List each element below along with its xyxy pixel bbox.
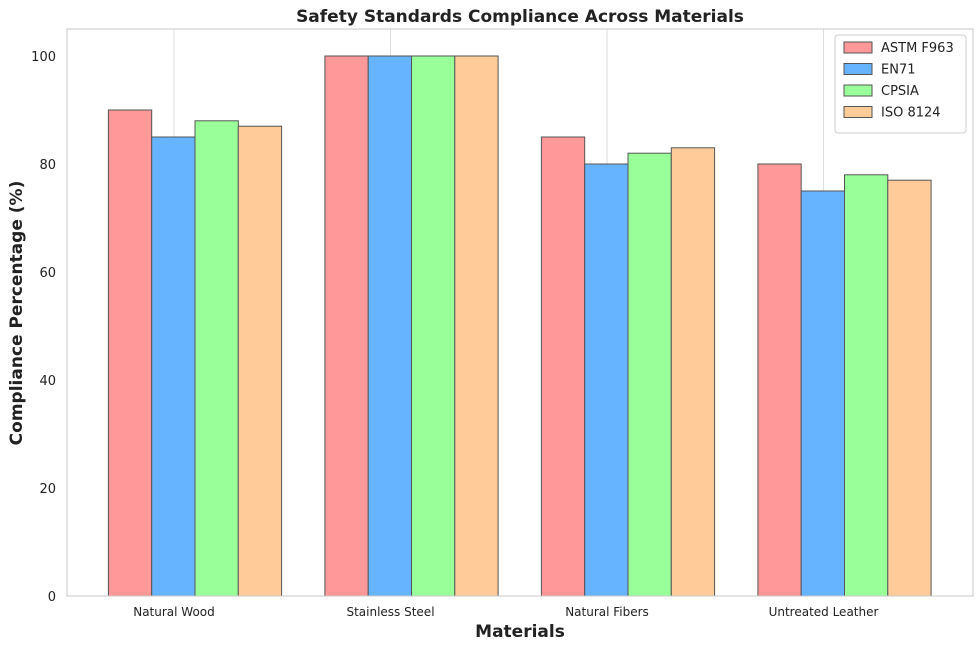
x-tick-label: Natural Wood [133,605,215,619]
legend-label: CPSIA [881,84,919,99]
x-tick-label: Untreated Leather [769,605,879,619]
legend-label: ASTM F963 [881,41,954,56]
x-axis-label: Materials [475,622,565,642]
bar [584,163,629,597]
bar [540,136,586,597]
legend: ASTM F963 EN71 CPSIA ISO 8124 [834,34,967,134]
bar [627,152,672,597]
legend-swatch [843,84,873,97]
bar [107,109,153,597]
bar [887,179,932,597]
bar [194,120,239,597]
chart-title: Safety Standards Compliance Across Mater… [296,7,744,27]
plot-area-frame [66,28,974,597]
x-tick-label: Stainless Steel [346,605,434,619]
y-axis-label: Compliance Percentage (%) [7,181,27,446]
y-axis-ticks: 0 20 40 60 80 100 [31,50,56,605]
bar [757,163,802,597]
bar [324,55,369,597]
legend-label: ISO 8124 [881,106,941,121]
bar [800,190,846,597]
bars [107,55,932,597]
y-tick-label: 0 [48,590,56,605]
legend-swatch [843,63,873,75]
bar [454,55,499,597]
bar [367,55,413,597]
bar [670,147,716,597]
legend-label: EN71 [881,63,915,78]
bar [151,136,196,597]
bar [844,174,889,597]
x-axis-ticks: Natural Wood Stainless Steel Natural Fiber… [133,605,878,619]
y-tick-label: 60 [39,266,56,281]
y-tick-label: 40 [39,374,56,389]
legend-swatch [843,41,873,54]
x-tick-label: Natural Fibers [565,605,649,619]
bar [237,125,283,597]
y-tick-label: 20 [39,482,56,497]
y-tick-label: 100 [31,50,56,65]
bar [411,55,456,597]
y-tick-label: 80 [39,158,56,173]
legend-swatch [843,106,873,118]
